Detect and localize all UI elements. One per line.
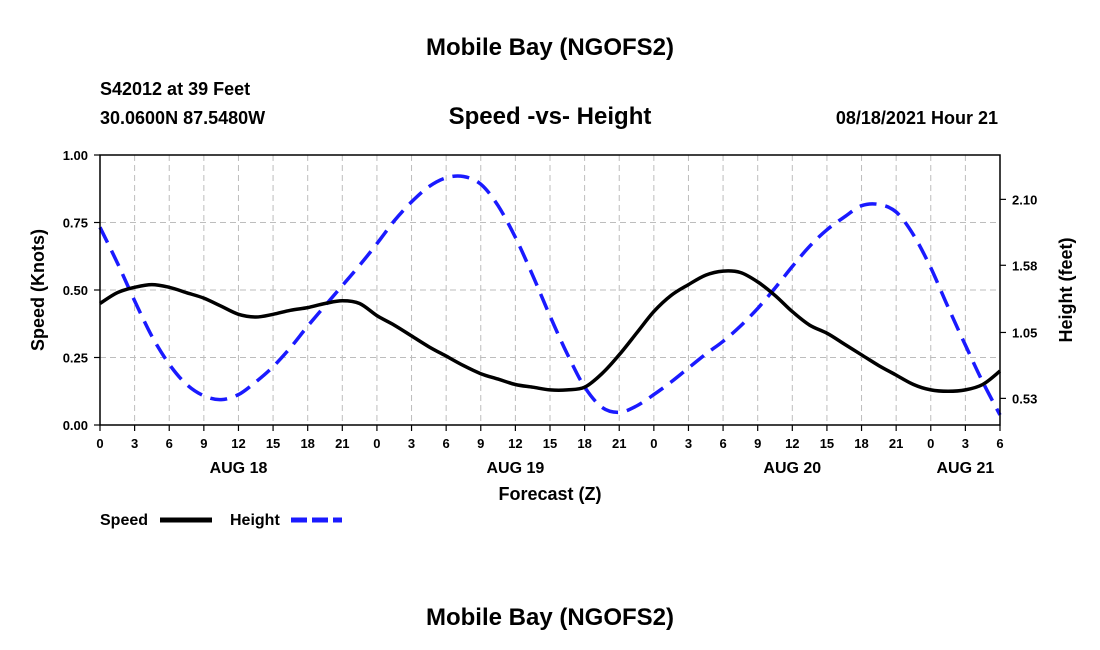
x-tick-label: 0 <box>373 436 380 451</box>
x-tick-label: 6 <box>996 436 1003 451</box>
x-tick-label: 12 <box>231 436 245 451</box>
x-tick-label: 3 <box>685 436 692 451</box>
x-tick-label: 3 <box>131 436 138 451</box>
date-label: AUG 18 <box>210 460 268 477</box>
date-label: AUG 19 <box>486 460 544 477</box>
x-tick-label: 6 <box>166 436 173 451</box>
y-tick-label: 0.75 <box>63 216 88 231</box>
x-tick-label: 9 <box>200 436 207 451</box>
y2-tick-label: 2.10 <box>1012 192 1037 207</box>
series-layer <box>98 174 1002 416</box>
date-label: AUG 21 <box>936 460 994 477</box>
x-tick-label: 18 <box>300 436 314 451</box>
x-tick-label: 21 <box>889 436 903 451</box>
x-tick-label: 0 <box>96 436 103 451</box>
legend-label-speed: Speed <box>100 512 148 529</box>
x-tick-label: 3 <box>962 436 969 451</box>
x-axis-title: Forecast (Z) <box>498 484 601 504</box>
x-tick-label: 12 <box>508 436 522 451</box>
y-tick-label: 1.00 <box>63 148 88 163</box>
chart-title: Speed -vs- Height <box>449 103 652 130</box>
x-tick-label: 21 <box>612 436 626 451</box>
x-tick-label: 18 <box>854 436 868 451</box>
top-title: Mobile Bay (NGOFS2) <box>426 34 674 61</box>
x-tick-label: 6 <box>443 436 450 451</box>
x-tick-label: 12 <box>785 436 799 451</box>
x-tick-label: 21 <box>335 436 349 451</box>
forecast-timestamp: 08/18/2021 Hour 21 <box>836 108 998 128</box>
y-axis-title: Speed (Knots) <box>28 229 48 351</box>
y2-tick-label: 1.05 <box>1012 325 1037 340</box>
x-tick-label: 3 <box>408 436 415 451</box>
y2-tick-label: 1.58 <box>1012 258 1037 273</box>
x-tick-label: 0 <box>650 436 657 451</box>
x-tick-label: 9 <box>754 436 761 451</box>
date-label: AUG 20 <box>763 460 821 477</box>
y2-tick-label: 0.53 <box>1012 391 1037 406</box>
y2-axis-title: Height (feet) <box>1056 238 1076 343</box>
x-tick-label: 15 <box>820 436 834 451</box>
coordinates-label: 30.0600N 87.5480W <box>100 108 265 128</box>
x-tick-label: 9 <box>477 436 484 451</box>
axis-ticks: 0 3 6 9 12 15 18 21 0 3 6 9 12 15 18 21 0 3 6 9 12 15 18 21 0 3 6A… <box>63 148 1038 477</box>
series-line-height <box>98 174 1002 416</box>
y-tick-label: 0.50 <box>63 283 88 298</box>
x-tick-label: 0 <box>927 436 934 451</box>
series-line-speed <box>99 269 1002 394</box>
legend-label-height: Height <box>230 512 280 529</box>
bottom-title: Mobile Bay (NGOFS2) <box>426 604 674 631</box>
y-tick-label: 0.25 <box>63 351 88 366</box>
y-tick-label: 0.00 <box>63 418 88 433</box>
x-tick-label: 18 <box>577 436 591 451</box>
x-tick-label: 6 <box>719 436 726 451</box>
legend: Speed Height <box>100 512 342 529</box>
grid-lines <box>100 155 1000 425</box>
station-label: S42012 at 39 Feet <box>100 79 250 99</box>
x-tick-label: 15 <box>543 436 557 451</box>
x-tick-label: 15 <box>266 436 280 451</box>
